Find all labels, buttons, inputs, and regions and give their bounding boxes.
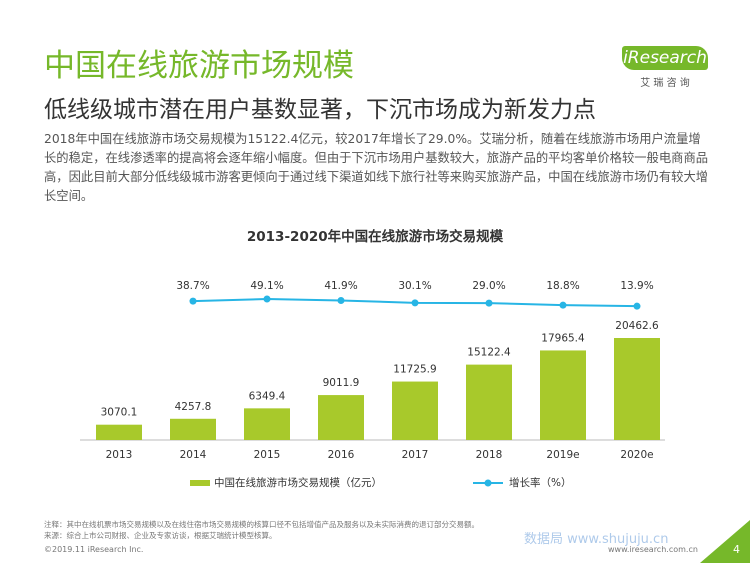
corner-decoration: [700, 520, 750, 563]
x-tick-label: 2015: [254, 449, 281, 461]
watermark: 数据局 www.shujuju.cn: [524, 532, 669, 547]
x-tick-label: 2016: [328, 449, 355, 461]
growth-dot: [189, 297, 197, 305]
copyright: ©2019.11 iResearch Inc.: [44, 545, 144, 554]
bar: [244, 408, 290, 440]
bar-value-label: 17965.4: [541, 332, 585, 344]
logo-subtitle: 艾 瑞 咨 询: [640, 78, 690, 89]
legend-dot: [484, 479, 492, 487]
slide-title: 中国在线旅游市场规模: [44, 48, 354, 84]
bar-value-label: 6349.4: [249, 390, 286, 402]
growth-label: 13.9%: [620, 280, 653, 292]
legend-label: 中国在线旅游市场交易规模（亿元）: [214, 476, 382, 489]
x-tick-label: 2013: [106, 449, 133, 461]
bar-value-label: 4257.8: [175, 401, 212, 413]
growth-label: 29.0%: [472, 280, 505, 292]
growth-dot: [633, 302, 641, 310]
bar: [466, 364, 512, 440]
growth-dot: [485, 299, 493, 307]
bar-value-label: 20462.6: [615, 320, 659, 332]
bar: [96, 424, 142, 440]
slide-subtitle: 低线级城市潜在用户基数显著，下沉市场成为新发力点: [44, 97, 596, 123]
footnote: 注释：其中在线机票市场交易规模以及在线住宿市场交易规模的核算口径不包括增值产品及…: [44, 520, 479, 529]
bar: [170, 418, 216, 440]
logo: iResearch: [622, 46, 708, 70]
bar-value-label: 15122.4: [467, 347, 511, 359]
x-tick-label: 2020e: [620, 449, 653, 461]
chart-title: 2013-2020年中国在线旅游市场交易规模: [247, 228, 504, 245]
bar: [614, 338, 660, 440]
page-number: 4: [733, 543, 740, 556]
bar: [392, 381, 438, 440]
growth-label: 18.8%: [546, 280, 579, 292]
x-tick-label: 2018: [476, 449, 503, 461]
growth-dot: [559, 301, 567, 309]
body-text: 2018年中国在线旅游市场交易规模为15122.4亿元，较2017年增长了29.…: [44, 132, 709, 203]
growth-dot: [411, 299, 419, 307]
legend-swatch: [190, 480, 210, 486]
x-tick-label: 2014: [180, 449, 207, 461]
source: 来源：综合上市公司财报、企业及专家访谈，根据艾瑞统计模型核算。: [44, 531, 277, 540]
bar: [540, 350, 586, 440]
x-tick-label: 2019e: [546, 449, 579, 461]
legend-label: 增长率（%）: [509, 476, 571, 489]
growth-dot: [337, 296, 345, 304]
growth-dot: [263, 295, 271, 303]
growth-label: 38.7%: [176, 280, 209, 292]
website: www.iresearch.com.cn: [608, 545, 698, 554]
growth-label: 49.1%: [250, 280, 283, 292]
growth-label: 30.1%: [398, 280, 431, 292]
growth-label: 41.9%: [324, 280, 357, 292]
bar-value-label: 3070.1: [101, 407, 138, 419]
bar-value-label: 9011.9: [323, 377, 360, 389]
x-tick-label: 2017: [402, 449, 429, 461]
bar-value-label: 11725.9: [393, 364, 436, 376]
bar: [318, 395, 364, 440]
